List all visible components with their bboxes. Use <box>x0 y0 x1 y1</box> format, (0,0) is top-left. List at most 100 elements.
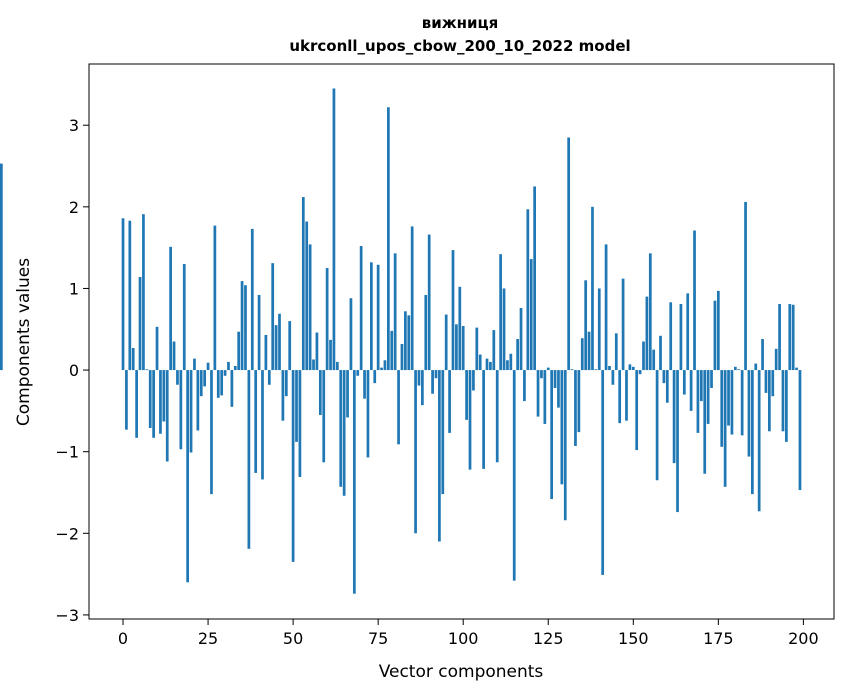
bar-126 <box>550 370 554 500</box>
bar-122 <box>536 370 540 417</box>
bar-40 <box>257 294 261 371</box>
bar-22 <box>196 370 200 431</box>
y-tick-label: −2 <box>55 524 79 543</box>
bar-121 <box>533 186 536 371</box>
bar-141 <box>601 370 605 575</box>
y-axis-label: Components values <box>14 258 34 426</box>
bar-181 <box>737 369 741 371</box>
bar-43 <box>267 370 271 385</box>
bar-137 <box>587 331 591 371</box>
bar-134 <box>577 370 581 433</box>
bar-161 <box>669 302 673 371</box>
bar-139 <box>594 369 598 371</box>
bar-119 <box>526 209 530 371</box>
bar-48 <box>284 370 288 397</box>
bar-171 <box>703 370 707 474</box>
bar-49 <box>288 321 292 371</box>
bar-160 <box>665 370 669 403</box>
bar-1 <box>125 370 128 430</box>
bar-61 <box>329 339 332 371</box>
bar-99 <box>458 286 462 371</box>
y-tick-label: 1 <box>69 279 79 298</box>
bar-59 <box>322 370 326 463</box>
bar-88 <box>421 370 424 406</box>
bar-187 <box>757 370 761 512</box>
bar-127 <box>553 370 557 389</box>
bar-34 <box>237 331 241 371</box>
bar-72 <box>366 370 370 458</box>
bar-100 <box>461 325 465 371</box>
bar-131 <box>567 137 571 371</box>
bar-176 <box>720 370 724 447</box>
bar-8 <box>148 370 152 429</box>
bar-103 <box>472 370 475 391</box>
bar-46 <box>278 313 281 371</box>
y-tick-label: 3 <box>69 116 79 135</box>
bar-28 <box>216 370 220 398</box>
bar-158 <box>659 335 662 371</box>
bar-3 <box>131 348 135 371</box>
bar-19 <box>186 370 190 583</box>
bars-group <box>0 88 802 594</box>
bar-2 <box>128 220 132 371</box>
bar-188 <box>761 339 764 371</box>
bar-180 <box>733 366 737 371</box>
x-tick-label: 150 <box>618 629 649 648</box>
bar-107 <box>485 358 489 371</box>
bar-144 <box>611 370 615 385</box>
bar-138 <box>591 206 594 371</box>
bar-165 <box>682 370 686 395</box>
bar-17 <box>179 370 183 450</box>
bar-32 <box>230 370 234 407</box>
x-tick-label: 100 <box>448 629 479 648</box>
bar-174 <box>713 300 717 371</box>
bar-23 <box>199 370 203 397</box>
chart-title-line-1: вижниця <box>422 14 499 32</box>
bar-186 <box>754 363 758 371</box>
bar-63 <box>335 361 339 371</box>
bar-62 <box>332 88 336 371</box>
bar-148 <box>625 370 628 421</box>
y-tick-label: 2 <box>69 198 79 217</box>
bar-91 <box>431 370 434 394</box>
bar-149 <box>628 364 632 371</box>
x-axis-label: Vector components <box>379 662 544 682</box>
x-tick-label: 50 <box>283 629 303 648</box>
x-tick-label: 25 <box>198 629 218 648</box>
bar-169 <box>696 370 700 433</box>
bar-82 <box>400 343 404 371</box>
bar-67 <box>349 298 353 371</box>
bar-175 <box>716 290 720 371</box>
bar-112 <box>502 288 506 371</box>
bar-136 <box>584 280 588 371</box>
bar-153 <box>642 341 645 371</box>
bar-24 <box>203 370 207 387</box>
bar-143 <box>608 365 611 371</box>
bar-35 <box>240 281 244 371</box>
bar-42 <box>264 334 268 371</box>
bar-73 <box>369 262 373 371</box>
bar-39 <box>254 370 258 473</box>
bar-5 <box>138 277 142 371</box>
bar-128 <box>557 370 560 408</box>
bar-150 <box>631 366 635 371</box>
bar-111 <box>499 254 502 371</box>
y-tick-label: −3 <box>55 606 79 625</box>
bar-156 <box>652 349 656 371</box>
bar-133 <box>574 370 577 446</box>
bar-45 <box>274 325 278 371</box>
bar-20 <box>189 370 193 453</box>
bar-4 <box>135 370 138 438</box>
bar-162 <box>672 370 676 464</box>
bar-undefined <box>0 163 3 371</box>
bar-60 <box>325 268 329 371</box>
bar-55 <box>308 244 312 371</box>
bar-97 <box>451 250 455 371</box>
bar-53 <box>301 197 305 371</box>
bar-106 <box>482 370 485 469</box>
bar-189 <box>764 370 768 393</box>
bar-86 <box>414 370 417 534</box>
bar-193 <box>778 303 781 371</box>
